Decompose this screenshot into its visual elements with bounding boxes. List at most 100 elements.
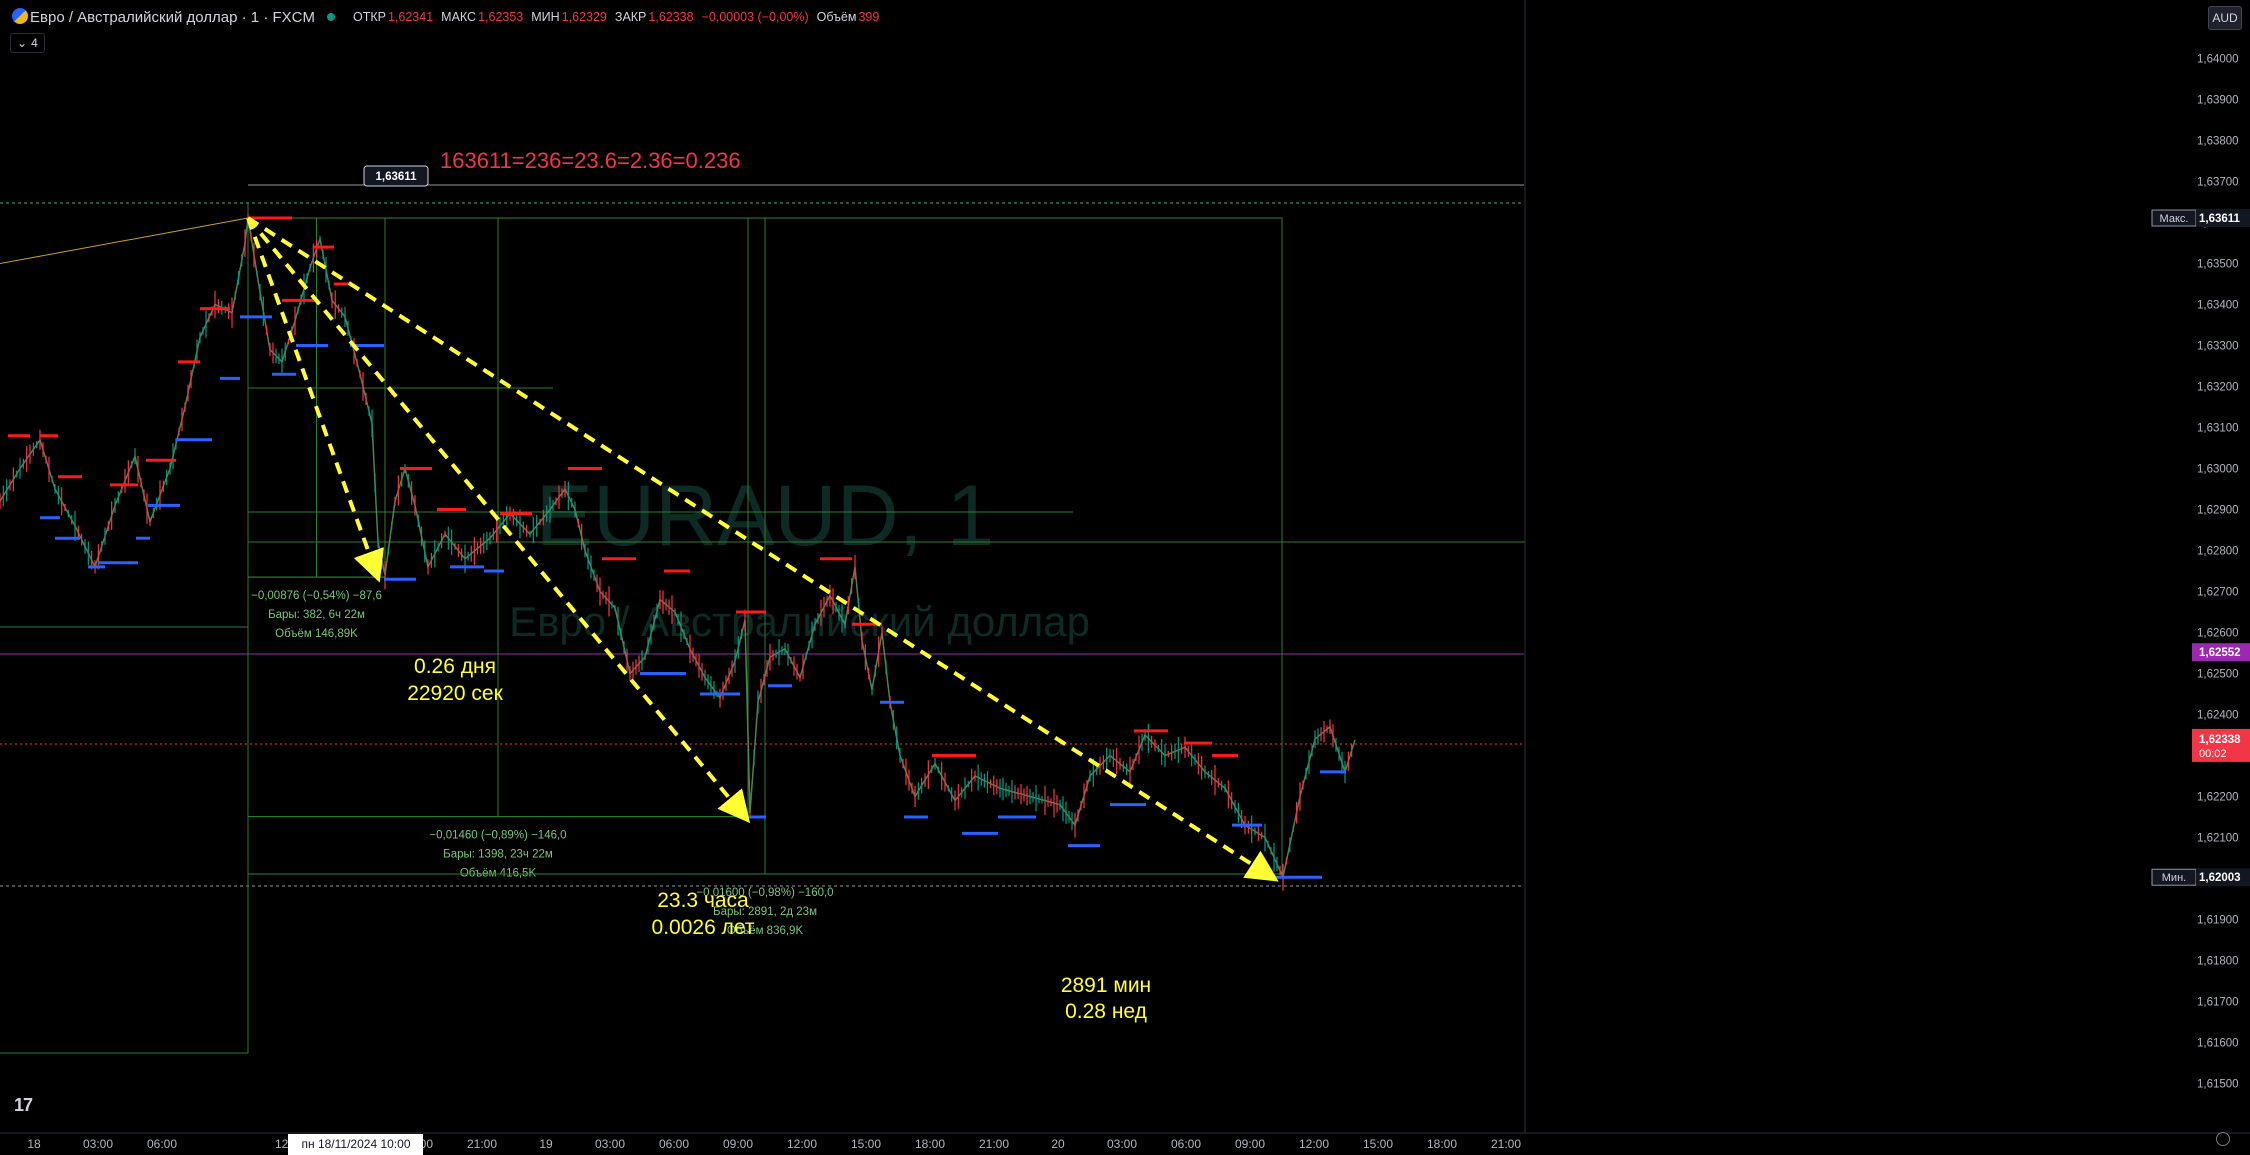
y-tick-label: 1,61600: [2197, 1037, 2239, 1049]
tradingview-logo-icon[interactable]: 17: [14, 1095, 33, 1115]
y-tick-label: 1,61500: [2197, 1078, 2239, 1090]
thin-trendline: [0, 217, 249, 265]
duration-annotation-3a: 2891 мин: [1061, 974, 1151, 997]
indicators-toggle[interactable]: ⌄ 4: [10, 33, 45, 53]
x-tick-label: 18:00: [915, 1137, 945, 1151]
change-value: −0,00003 (−0,00%): [701, 10, 809, 24]
y-tick-label: 1,61800: [2197, 955, 2239, 967]
y-tick-label: 1,62800: [2197, 546, 2239, 558]
max-value-text: 1,63611: [2199, 213, 2241, 225]
x-tick-label: 03:00: [83, 1137, 113, 1151]
y-tick-label: 1,63300: [2197, 341, 2239, 353]
y-tick-label: 1,62700: [2197, 586, 2239, 598]
x-tick-label: 19: [539, 1137, 553, 1151]
countdown-text: 00:02: [2199, 748, 2227, 760]
x-tick-label: 03:00: [595, 1137, 625, 1151]
last-value-text: 1,62338: [2199, 734, 2241, 746]
x-tick-label: 06:00: [147, 1137, 177, 1151]
close-value: 1,62338: [648, 10, 694, 24]
x-tick-label: 06:00: [1171, 1137, 1201, 1151]
purple-value-text: 1,62552: [2199, 647, 2241, 659]
x-tick-label: 20: [1051, 1137, 1065, 1151]
y-tick-label: 1,62600: [2197, 627, 2239, 639]
low-value: 1,62329: [561, 10, 607, 24]
x-tick-label: 15:00: [1363, 1137, 1393, 1151]
close-label: ЗАКР: [614, 10, 647, 24]
formula-annotation: 163611=236=23.6=2.36=0.236: [440, 148, 741, 173]
min-label-text: Мин.: [2162, 872, 2186, 884]
duration-annotation-2b: 0.0026 лет: [652, 916, 755, 939]
dashed-arrow-trendline: [246, 216, 1279, 882]
y-tick-label: 1,62100: [2197, 832, 2239, 844]
x-tick-label: 15:00: [851, 1137, 881, 1151]
high-tag-label: 1,63611: [376, 171, 418, 183]
crosshair-date-label: пн 18/11/2024 10:00: [302, 1137, 411, 1151]
x-tick-label: 18:00: [1427, 1137, 1457, 1151]
volume-value: 399: [858, 10, 880, 24]
y-tick-label: 1,63000: [2197, 464, 2239, 476]
min-value-box: [2196, 868, 2250, 887]
y-tick-label: 1,63800: [2197, 136, 2239, 148]
open-value: 1,62341: [387, 10, 434, 24]
duration-annotation-1a: 0.26 дня: [414, 655, 496, 678]
volume-label: Объём: [816, 10, 857, 24]
x-tick-label: 21:00: [1491, 1137, 1521, 1151]
high-label: МАКС: [441, 10, 477, 24]
x-tick-label: 21:00: [467, 1137, 497, 1151]
y-tick-label: 1,63500: [2197, 259, 2239, 271]
min-value-text: 1,62003: [2199, 872, 2241, 884]
range-stat-label: −0,01460 (−0,89%) −146,0: [429, 830, 566, 842]
y-tick-label: 1,63400: [2197, 300, 2239, 312]
y-tick-label: 1,61900: [2197, 914, 2239, 926]
x-tick-label: 03:00: [1107, 1137, 1137, 1151]
duration-annotation-3b: 0.28 нед: [1065, 1000, 1147, 1023]
crosshair-date-box: [288, 1134, 423, 1155]
y-tick-label: 1,63200: [2197, 382, 2239, 394]
dashed-arrow-trendline: [246, 217, 384, 583]
range-stat-label: −0,00876 (−0,54%) −87,6: [251, 590, 382, 602]
currency-button[interactable]: AUD: [2208, 6, 2242, 30]
y-tick-label: 1,62400: [2197, 709, 2239, 721]
duration-annotation-1b: 22920 сек: [407, 682, 503, 705]
purple-value-box: [2192, 643, 2250, 662]
market-status-icon: [326, 13, 335, 21]
chevron-down-icon: ⌄: [17, 36, 28, 50]
range-stat-label: Бары: 2891, 2д 23м: [713, 906, 817, 918]
y-tick-label: 1,63900: [2197, 95, 2239, 107]
y-tick-label: 1,62200: [2197, 791, 2239, 803]
x-tick-label: 12:00: [1299, 1137, 1329, 1151]
max-label-text: Макс.: [2160, 213, 2189, 225]
x-tick-label: 12:00: [787, 1137, 817, 1151]
symbol-flag-icon: [12, 8, 28, 24]
candles-group: [0, 213, 1353, 891]
dashed-arrow-trendline: [246, 216, 751, 824]
last-value-box: [2192, 728, 2250, 762]
gear-icon[interactable]: [2216, 1132, 2230, 1146]
range-stat-label: Бары: 1398, 23ч 22м: [443, 849, 553, 861]
y-tick-label: 1,62500: [2197, 668, 2239, 680]
indicators-count: 4: [31, 36, 38, 50]
range-stat-label: Объём 836,9K: [727, 925, 804, 937]
range-stat-label: Объём 146,89K: [275, 628, 358, 640]
x-tick-label: 09:00: [723, 1137, 753, 1151]
y-tick-label: 1,63700: [2197, 177, 2239, 189]
legend-header: Евро / Австралийский доллар · 1 · FXCM О…: [22, 0, 887, 34]
y-tick-label: 1,63100: [2197, 423, 2239, 435]
time-axis-bg: [0, 1133, 2250, 1155]
y-tick-label: 1,64000: [2197, 54, 2239, 66]
range-stat-label: −0,01600 (−0,98%) −160,0: [696, 887, 833, 899]
duration-annotation-2a: 23.3 часа: [657, 889, 749, 912]
x-tick-label: 09:00: [1235, 1137, 1265, 1151]
x-tick-label: 18: [27, 1137, 41, 1151]
y-tick-label: 1,62900: [2197, 505, 2239, 517]
high-value: 1,62353: [478, 10, 524, 24]
y-tick-label: 1,61700: [2197, 996, 2239, 1008]
x-tick-label: 06:00: [659, 1137, 689, 1151]
symbol-title[interactable]: Евро / Австралийский доллар · 1 · FXCM: [30, 8, 315, 26]
x-tick-label: 21:00: [979, 1137, 1009, 1151]
watermark-name: Евро / Австралийский доллар: [509, 598, 1090, 645]
range-stat-label: Бары: 382, 6ч 22м: [268, 609, 365, 621]
max-value-box: [2196, 209, 2250, 228]
low-label: МИН: [531, 10, 560, 24]
